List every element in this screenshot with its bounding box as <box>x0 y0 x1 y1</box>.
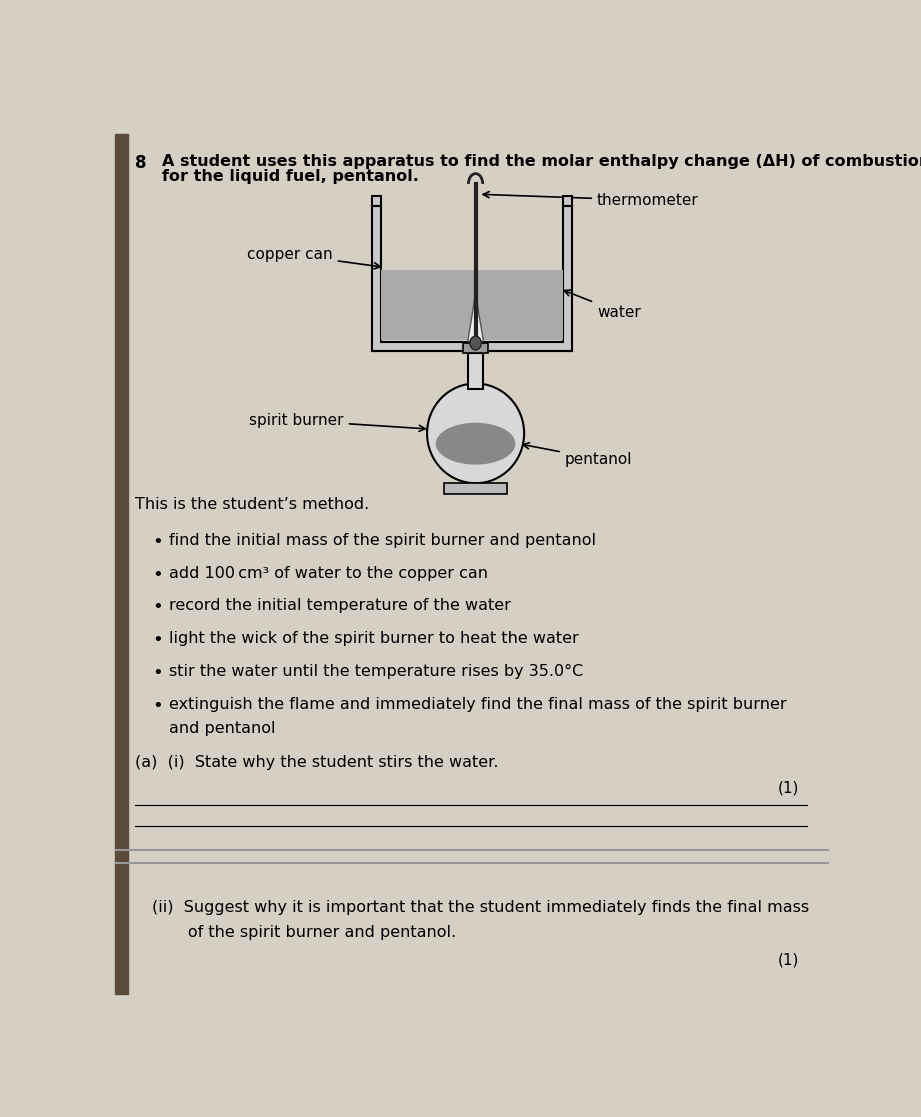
Text: light the wick of the spirit burner to heat the water: light the wick of the spirit burner to h… <box>169 631 578 646</box>
Text: for the liquid fuel, pentanol.: for the liquid fuel, pentanol. <box>161 170 418 184</box>
Circle shape <box>470 336 482 350</box>
Text: find the initial mass of the spirit burner and pentanol: find the initial mass of the spirit burn… <box>169 533 596 548</box>
Text: copper can: copper can <box>247 247 380 269</box>
Polygon shape <box>372 207 572 351</box>
Text: •: • <box>152 631 163 649</box>
Text: extinguish the flame and immediately find the final mass of the spirit burner: extinguish the flame and immediately fin… <box>169 697 787 712</box>
Polygon shape <box>381 270 563 341</box>
Polygon shape <box>372 195 381 207</box>
Text: of the spirit burner and pentanol.: of the spirit burner and pentanol. <box>152 925 457 941</box>
Text: (1): (1) <box>777 953 799 967</box>
Text: water: water <box>565 290 641 319</box>
Text: •: • <box>152 663 163 681</box>
Polygon shape <box>563 195 572 207</box>
Text: (a)  (i)  State why the student stirs the water.: (a) (i) State why the student stirs the … <box>135 755 498 770</box>
Ellipse shape <box>427 383 524 484</box>
Text: thermometer: thermometer <box>484 192 699 208</box>
Text: stir the water until the temperature rises by 35.0°C: stir the water until the temperature ris… <box>169 663 583 679</box>
Polygon shape <box>468 293 484 342</box>
Text: (1): (1) <box>777 781 799 795</box>
Text: pentanol: pentanol <box>523 442 633 467</box>
Text: add 100 cm³ of water to the copper can: add 100 cm³ of water to the copper can <box>169 566 487 581</box>
Text: •: • <box>152 697 163 715</box>
Text: spirit burner: spirit burner <box>250 413 426 431</box>
Polygon shape <box>463 343 488 353</box>
Polygon shape <box>444 484 507 495</box>
Polygon shape <box>115 134 128 994</box>
Polygon shape <box>469 353 483 389</box>
Text: This is the student’s method.: This is the student’s method. <box>135 497 369 512</box>
Text: •: • <box>152 599 163 617</box>
Text: (ii)  Suggest why it is important that the student immediately finds the final m: (ii) Suggest why it is important that th… <box>152 899 810 915</box>
Text: •: • <box>152 566 163 584</box>
Text: 8: 8 <box>135 154 146 172</box>
Text: •: • <box>152 533 163 551</box>
Text: record the initial temperature of the water: record the initial temperature of the wa… <box>169 599 510 613</box>
Ellipse shape <box>436 422 516 465</box>
Text: A student uses this apparatus to find the molar enthalpy change (ΔH) of combusti: A student uses this apparatus to find th… <box>161 154 921 169</box>
Text: and pentanol: and pentanol <box>169 720 275 736</box>
